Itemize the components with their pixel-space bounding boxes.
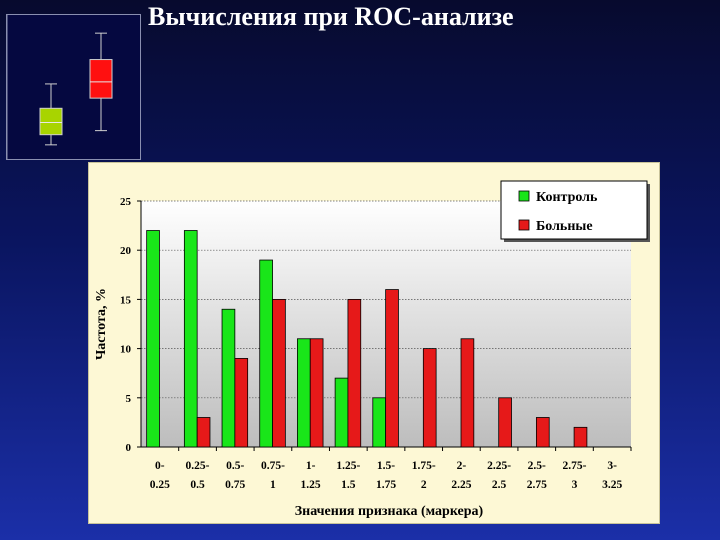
x-tick-label-line2: 1.25 (301, 479, 321, 491)
y-tick-label: 5 (126, 393, 132, 405)
slide-title: Вычисления при ROC-анализе (148, 2, 514, 31)
x-tick-label-line2: 1.5 (341, 479, 356, 491)
bar (498, 397, 512, 448)
bar (221, 308, 236, 448)
x-tick-label-line2: 2.25 (451, 479, 471, 491)
bar (385, 289, 399, 448)
x-tick-label-line1: 3- (607, 460, 617, 472)
x-tick-label-line2: 1 (270, 479, 276, 491)
x-tick-label-line1: 2.75- (562, 460, 586, 472)
histogram-panel: 0 5 10 15 20 25 0- 0.25 0.25- 0.5 0.5- 0.75 0.75- 1 1-… (88, 162, 660, 524)
x-axis-title: Значения признака (маркера) (295, 504, 484, 519)
y-tick-label: 20 (120, 245, 132, 257)
box-body (39, 107, 63, 136)
box-body (89, 59, 113, 99)
bar (183, 230, 198, 448)
bar (573, 426, 588, 448)
boxplot-inset (6, 14, 141, 160)
bar (422, 348, 437, 448)
x-tick-label-line1: 2- (457, 460, 467, 472)
x-tick-label-line2: 0.5 (190, 479, 205, 491)
x-tick-label-line2: 3 (572, 479, 578, 491)
x-tick-label-line1: 0.5- (226, 460, 244, 472)
x-tick-label-line1: 0.25- (186, 460, 210, 472)
x-tick-label-line2: 1.75 (376, 479, 396, 491)
bar (196, 417, 211, 448)
y-axis-title: Частота, % (94, 288, 109, 360)
boxplot-svg (6, 15, 113, 159)
legend-label: Больные (536, 219, 593, 234)
x-tick-label-line2: 2.5 (492, 479, 507, 491)
x-tick-label-line2: 3.25 (602, 479, 622, 491)
bar (535, 417, 550, 448)
x-tick-label-line2: 2 (421, 479, 427, 491)
bar (259, 259, 273, 448)
bar (372, 397, 387, 448)
y-tick-label: 0 (126, 442, 132, 454)
legend-swatch (518, 190, 530, 202)
y-tick-label: 15 (120, 294, 132, 306)
histogram-svg: 0 5 10 15 20 25 0- 0.25 0.25- 0.5 0.5- 0.75 0.75- 1 1-… (94, 180, 650, 519)
legend-label: Контроль (536, 190, 598, 205)
x-tick-label-line1: 1.5- (377, 460, 395, 472)
x-tick-label-line1: 2.25- (487, 460, 511, 472)
bar (309, 338, 324, 448)
y-tick-label: 25 (120, 196, 132, 208)
x-tick-label-line2: 0.75 (225, 479, 245, 491)
legend-swatch (518, 219, 530, 231)
x-tick-label-line1: 1.75- (412, 460, 436, 472)
x-tick-label-line2: 0.25 (150, 479, 170, 491)
x-tick-label-line1: 2.5- (528, 460, 546, 472)
bar (334, 377, 349, 448)
bar (347, 298, 362, 448)
y-tick-label: 10 (120, 344, 132, 356)
bar (297, 338, 311, 448)
bar (272, 298, 286, 448)
x-tick-label-line1: 1.25- (336, 460, 360, 472)
x-tick-label-line1: 1- (306, 460, 316, 472)
x-tick-label-line1: 0.75- (261, 460, 285, 472)
bar (234, 358, 249, 448)
bar (460, 338, 475, 448)
x-tick-label-line2: 2.75 (527, 479, 547, 491)
bar (146, 230, 160, 448)
x-tick-label-line1: 0- (155, 460, 165, 472)
